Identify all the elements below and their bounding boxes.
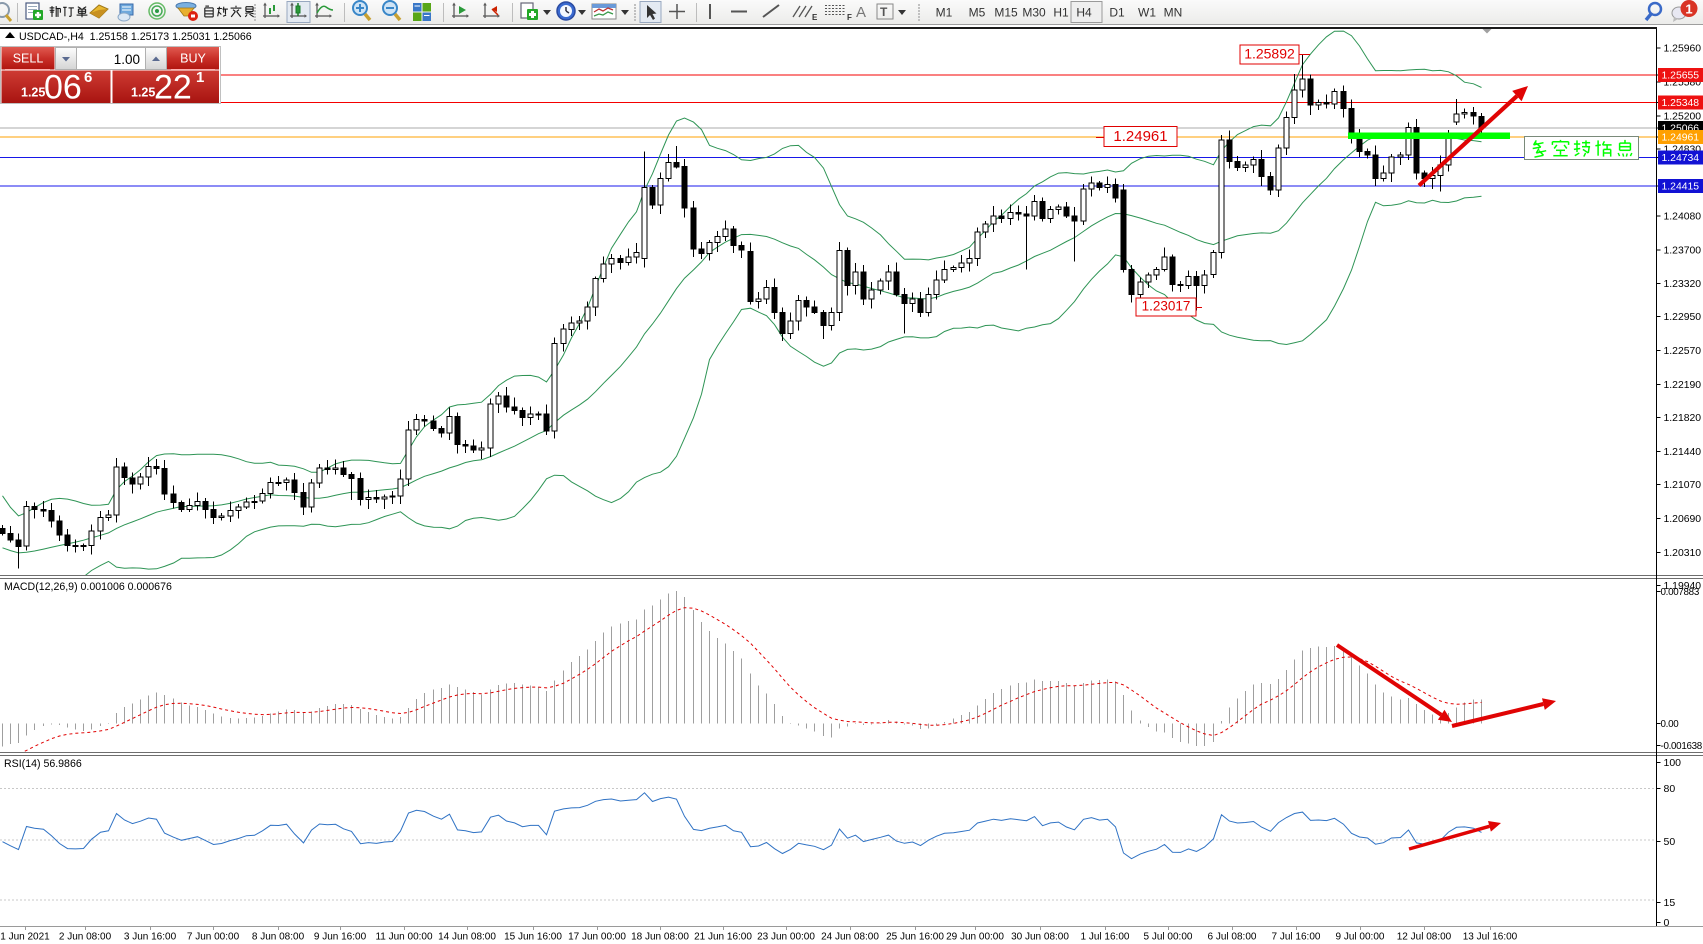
svg-text:5 Jul 00:00: 5 Jul 00:00 <box>1144 932 1193 943</box>
svg-text:25 Jun 16:00: 25 Jun 16:00 <box>886 932 944 943</box>
svg-text:A: A <box>856 4 866 21</box>
svg-text:1.24830: 1.24830 <box>1664 144 1702 155</box>
svg-text:15: 15 <box>1664 897 1676 909</box>
svg-text:H1: H1 <box>1053 6 1069 20</box>
svg-text:1.25892: 1.25892 <box>1244 46 1295 62</box>
svg-text:1.24961: 1.24961 <box>1113 128 1167 145</box>
svg-text:1.24080: 1.24080 <box>1664 211 1702 222</box>
svg-text:F: F <box>847 13 852 22</box>
svg-text:1.24415: 1.24415 <box>1662 181 1700 192</box>
svg-text:1.23320: 1.23320 <box>1664 279 1702 290</box>
svg-text:8 Jun 08:00: 8 Jun 08:00 <box>252 932 305 943</box>
svg-text:1.25960: 1.25960 <box>1664 43 1702 54</box>
svg-text:-0.001638: -0.001638 <box>1661 741 1703 752</box>
svg-text:100: 100 <box>1664 757 1682 769</box>
svg-text:29 Jun 00:00: 29 Jun 00:00 <box>946 932 1004 943</box>
svg-text:7 Jul 16:00: 7 Jul 16:00 <box>1272 932 1321 943</box>
svg-text:18 Jun 08:00: 18 Jun 08:00 <box>631 932 689 943</box>
svg-text:1.21440: 1.21440 <box>1664 447 1702 458</box>
svg-text:22: 22 <box>154 69 192 107</box>
svg-text:1: 1 <box>196 69 204 86</box>
svg-text:1.21820: 1.21820 <box>1664 413 1702 424</box>
svg-text:14 Jun 08:00: 14 Jun 08:00 <box>438 932 496 943</box>
svg-text:1.23017: 1.23017 <box>1142 299 1191 314</box>
svg-text:9 Jun 16:00: 9 Jun 16:00 <box>314 932 367 943</box>
svg-text:1.25: 1.25 <box>21 86 45 100</box>
svg-text:1.25: 1.25 <box>131 86 155 100</box>
svg-text:1: 1 <box>1685 2 1692 17</box>
svg-text:6: 6 <box>84 69 92 86</box>
svg-text:E: E <box>812 13 818 22</box>
svg-text:1.25200: 1.25200 <box>1664 111 1702 122</box>
svg-text:1.25580: 1.25580 <box>1664 77 1702 88</box>
svg-text:0.007883: 0.007883 <box>1661 587 1700 598</box>
svg-text:0.00: 0.00 <box>1661 719 1680 730</box>
svg-text:15 Jun 16:00: 15 Jun 16:00 <box>504 932 562 943</box>
svg-text:30 Jun 08:00: 30 Jun 08:00 <box>1011 932 1069 943</box>
svg-text:1.20690: 1.20690 <box>1664 514 1702 525</box>
svg-text:06: 06 <box>44 69 82 107</box>
svg-text:1.25348: 1.25348 <box>1662 98 1700 109</box>
svg-text:24 Jun 08:00: 24 Jun 08:00 <box>821 932 879 943</box>
svg-text:1.23700: 1.23700 <box>1664 245 1702 256</box>
svg-text:13 Jul 16:00: 13 Jul 16:00 <box>1463 932 1518 943</box>
svg-text:50: 50 <box>1664 836 1676 848</box>
svg-text:17 Jun 00:00: 17 Jun 00:00 <box>568 932 626 943</box>
svg-text:9 Jul 00:00: 9 Jul 00:00 <box>1336 932 1385 943</box>
svg-text:0: 0 <box>1664 917 1670 929</box>
svg-text:USDCAD-,H4 1.25158 1.25173 1.: USDCAD-,H4 1.25158 1.25173 1.25031 1.250… <box>19 31 252 43</box>
svg-text:1.19940: 1.19940 <box>1664 581 1702 592</box>
svg-text:6 Jul 08:00: 6 Jul 08:00 <box>1208 932 1257 943</box>
svg-text:RSI(14) 56.9866: RSI(14) 56.9866 <box>4 758 82 770</box>
svg-text:M1: M1 <box>936 6 953 20</box>
svg-text:W1: W1 <box>1138 6 1156 20</box>
svg-text:80: 80 <box>1664 783 1676 795</box>
svg-text:1.25066: 1.25066 <box>1662 123 1700 134</box>
svg-text:MN: MN <box>1164 6 1183 20</box>
svg-text:M15: M15 <box>994 6 1018 20</box>
svg-text:1 Jul 16:00: 1 Jul 16:00 <box>1081 932 1130 943</box>
svg-text:23 Jun 00:00: 23 Jun 00:00 <box>757 932 815 943</box>
svg-text:T: T <box>880 5 888 19</box>
svg-text:1.00: 1.00 <box>114 52 140 67</box>
svg-text:12 Jul 08:00: 12 Jul 08:00 <box>1397 932 1452 943</box>
svg-text:1.21070: 1.21070 <box>1664 480 1702 491</box>
svg-text:11 Jun 00:00: 11 Jun 00:00 <box>375 932 433 943</box>
svg-text:H4: H4 <box>1076 6 1092 20</box>
svg-text:3 Jun 16:00: 3 Jun 16:00 <box>124 932 177 943</box>
svg-text:1.22950: 1.22950 <box>1664 312 1702 323</box>
svg-text:21 Jun 16:00: 21 Jun 16:00 <box>694 932 752 943</box>
svg-text:1.25655: 1.25655 <box>1662 71 1700 82</box>
svg-text:1.22190: 1.22190 <box>1664 380 1702 391</box>
svg-text:BUY: BUY <box>180 52 206 66</box>
svg-text:M5: M5 <box>969 6 986 20</box>
svg-text:1.22570: 1.22570 <box>1664 346 1702 357</box>
svg-text:1.20310: 1.20310 <box>1664 548 1702 559</box>
svg-text:7 Jun 00:00: 7 Jun 00:00 <box>187 932 240 943</box>
svg-text:M30: M30 <box>1022 6 1046 20</box>
svg-text:1.24961: 1.24961 <box>1662 133 1700 144</box>
svg-text:1 Jun 2021: 1 Jun 2021 <box>0 932 50 943</box>
svg-text:2 Jun 08:00: 2 Jun 08:00 <box>59 932 112 943</box>
svg-text:D1: D1 <box>1109 6 1125 20</box>
svg-text:1.24734: 1.24734 <box>1662 153 1700 164</box>
svg-text:SELL: SELL <box>13 52 44 66</box>
svg-text:MACD(12,26,9) 0.001006 0.00067: MACD(12,26,9) 0.001006 0.000676 <box>4 581 172 593</box>
